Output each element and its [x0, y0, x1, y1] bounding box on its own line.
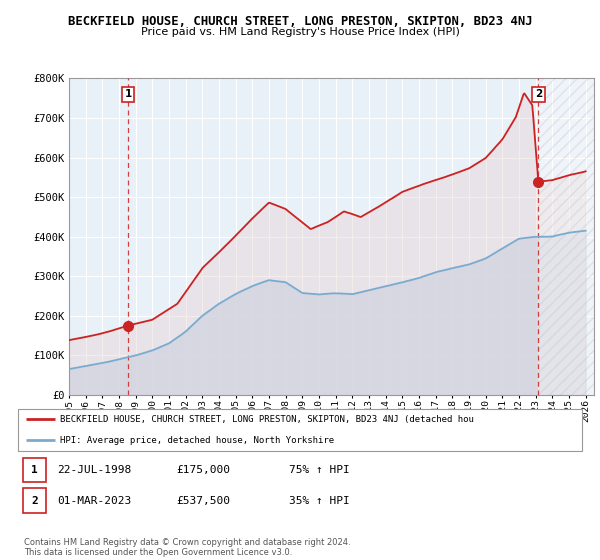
Text: 22-JUL-1998: 22-JUL-1998: [58, 465, 132, 475]
Text: BECKFIELD HOUSE, CHURCH STREET, LONG PRESTON, SKIPTON, BD23 4NJ (detached hou: BECKFIELD HOUSE, CHURCH STREET, LONG PRE…: [60, 415, 474, 424]
Text: HPI: Average price, detached house, North Yorkshire: HPI: Average price, detached house, Nort…: [60, 436, 334, 445]
Text: 1: 1: [31, 465, 38, 475]
Text: 01-MAR-2023: 01-MAR-2023: [58, 496, 132, 506]
Text: 2: 2: [31, 496, 38, 506]
Text: Price paid vs. HM Land Registry's House Price Index (HPI): Price paid vs. HM Land Registry's House …: [140, 27, 460, 38]
Text: 1: 1: [125, 89, 132, 99]
Text: £175,000: £175,000: [176, 465, 230, 475]
Text: Contains HM Land Registry data © Crown copyright and database right 2024.
This d: Contains HM Land Registry data © Crown c…: [24, 538, 350, 557]
FancyBboxPatch shape: [23, 458, 46, 482]
FancyBboxPatch shape: [23, 488, 46, 513]
Text: 35% ↑ HPI: 35% ↑ HPI: [289, 496, 349, 506]
Text: 2: 2: [535, 89, 542, 99]
Text: BECKFIELD HOUSE, CHURCH STREET, LONG PRESTON, SKIPTON, BD23 4NJ: BECKFIELD HOUSE, CHURCH STREET, LONG PRE…: [68, 15, 532, 27]
Text: 75% ↑ HPI: 75% ↑ HPI: [289, 465, 349, 475]
Text: £537,500: £537,500: [176, 496, 230, 506]
